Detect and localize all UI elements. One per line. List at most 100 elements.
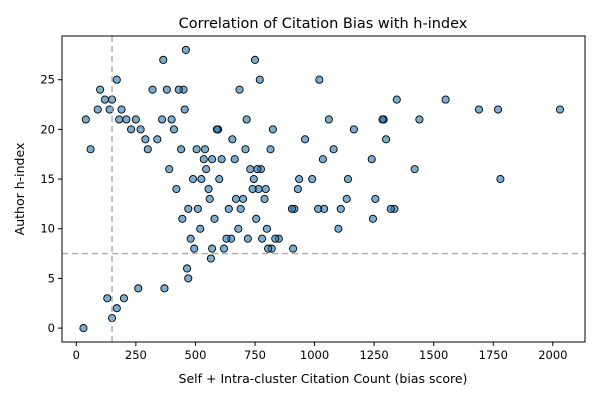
data-point — [371, 194, 380, 203]
data-point — [289, 244, 298, 253]
data-point — [162, 85, 171, 94]
reference-lines — [62, 36, 585, 342]
y-tick-label: 15 — [40, 172, 55, 186]
data-point — [239, 194, 248, 203]
data-point — [295, 175, 304, 184]
x-axis: 0 250 500 750 1000 1250 1500 1750 2000 — [73, 342, 567, 362]
data-point — [148, 85, 157, 94]
data-point — [196, 224, 205, 233]
data-point — [100, 95, 109, 104]
data-point — [167, 115, 176, 124]
x-axis-label: Self + Intra-cluster Citation Count (bia… — [179, 371, 468, 386]
data-point — [117, 105, 126, 114]
data-point — [122, 115, 131, 124]
data-point — [342, 194, 351, 203]
data-point — [392, 95, 401, 104]
data-point — [264, 244, 273, 253]
y-tick-label: 0 — [48, 321, 55, 335]
data-point — [192, 145, 201, 154]
data-point — [177, 145, 186, 154]
data-point — [249, 175, 258, 184]
data-point — [143, 145, 152, 154]
y-tick-label: 20 — [40, 122, 55, 136]
data-point — [86, 145, 95, 154]
data-point — [208, 244, 217, 253]
data-point — [246, 165, 255, 174]
data-point — [131, 115, 140, 124]
data-point — [115, 115, 124, 124]
data-point — [231, 194, 240, 203]
y-axis-label: Author h-index — [12, 143, 27, 236]
data-point — [493, 105, 503, 114]
data-point — [474, 105, 484, 114]
data-point — [136, 125, 145, 134]
data-point — [183, 264, 192, 273]
data-point — [181, 45, 190, 54]
x-tick-label: 1000 — [300, 348, 329, 362]
data-point — [208, 155, 217, 164]
data-point — [193, 204, 202, 213]
data-point — [315, 75, 324, 84]
data-point — [343, 175, 352, 184]
data-point — [206, 254, 215, 263]
data-point — [210, 214, 219, 223]
data-point — [255, 75, 264, 84]
data-point — [79, 324, 88, 333]
data-point — [165, 165, 174, 174]
data-point — [258, 234, 267, 243]
x-tick-label: 0 — [73, 348, 80, 362]
data-point — [261, 184, 270, 194]
data-point — [241, 145, 250, 154]
data-point — [318, 155, 327, 164]
plot-frame — [61, 35, 586, 343]
data-point — [159, 55, 168, 64]
data-point — [93, 105, 102, 114]
data-point — [441, 95, 450, 104]
data-point — [230, 155, 239, 164]
data-point — [410, 165, 419, 174]
data-point — [169, 125, 179, 134]
data-point — [217, 155, 226, 164]
y-axis: 0 5 10 15 20 25 — [40, 73, 62, 335]
data-point — [112, 304, 121, 313]
data-point — [266, 145, 275, 154]
data-point — [260, 194, 269, 203]
data-point — [242, 115, 251, 124]
data-point — [248, 184, 257, 194]
data-point — [174, 85, 183, 94]
data-point — [204, 184, 213, 194]
x-tick-label: 2000 — [538, 348, 567, 362]
data-point — [250, 55, 260, 64]
data-point — [112, 75, 121, 84]
data-point — [127, 125, 136, 134]
x-tick-label: 1500 — [419, 348, 448, 362]
data-point — [324, 115, 333, 124]
data-point — [378, 115, 387, 124]
data-point — [243, 234, 252, 243]
data-point — [334, 224, 343, 233]
data-point — [190, 244, 199, 253]
data-point — [186, 234, 195, 243]
data-point — [172, 184, 181, 194]
x-tick-label: 250 — [125, 348, 147, 362]
data-point — [200, 145, 210, 154]
data-point — [349, 125, 358, 134]
data-point — [158, 115, 167, 124]
data-point — [496, 175, 505, 184]
data-point — [134, 284, 143, 293]
data-point — [212, 125, 221, 134]
data-point — [205, 194, 214, 203]
chart-title: Correlation of Citation Bias with h-inde… — [179, 16, 468, 32]
data-point — [141, 135, 150, 144]
data-point — [253, 165, 262, 174]
data-point — [219, 244, 229, 253]
data-point — [235, 85, 244, 94]
data-point — [153, 135, 162, 144]
data-point — [81, 115, 90, 124]
data-point — [262, 224, 271, 233]
data-point — [314, 204, 323, 213]
x-tick-label: 500 — [184, 348, 206, 362]
data-point — [287, 204, 296, 213]
